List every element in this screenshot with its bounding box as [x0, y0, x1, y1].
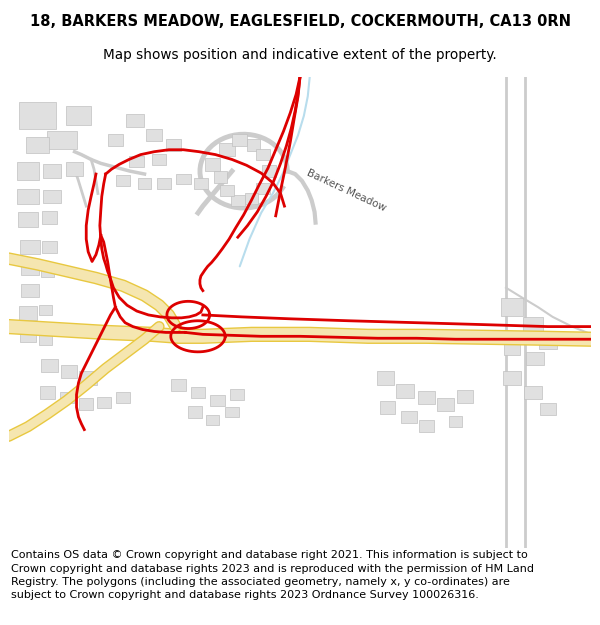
- Bar: [247, 139, 260, 151]
- Text: Contains OS data © Crown copyright and database right 2021. This information is : Contains OS data © Crown copyright and d…: [11, 551, 534, 600]
- Bar: [206, 414, 220, 425]
- Bar: [130, 156, 144, 167]
- Bar: [524, 386, 542, 399]
- Bar: [539, 336, 557, 349]
- Bar: [152, 154, 166, 165]
- Bar: [176, 174, 191, 184]
- Bar: [523, 317, 543, 332]
- Bar: [437, 398, 454, 411]
- Bar: [214, 171, 227, 182]
- Bar: [21, 262, 38, 274]
- Bar: [419, 420, 434, 431]
- Bar: [20, 240, 40, 254]
- Bar: [126, 114, 143, 128]
- Bar: [377, 371, 394, 385]
- Bar: [220, 143, 235, 156]
- Bar: [171, 379, 187, 391]
- Bar: [17, 189, 38, 204]
- Bar: [501, 298, 523, 316]
- Bar: [457, 390, 473, 403]
- Bar: [41, 266, 54, 276]
- Bar: [396, 384, 413, 398]
- Bar: [79, 371, 97, 385]
- Bar: [17, 162, 38, 180]
- Bar: [157, 178, 171, 189]
- Bar: [526, 352, 544, 366]
- Bar: [43, 164, 61, 178]
- Bar: [401, 411, 416, 422]
- Text: 18, BARKERS MEADOW, EAGLESFIELD, COCKERMOUTH, CA13 0RN: 18, BARKERS MEADOW, EAGLESFIELD, COCKERM…: [29, 14, 571, 29]
- Bar: [225, 407, 239, 418]
- Bar: [40, 386, 55, 399]
- Bar: [116, 392, 130, 403]
- Bar: [61, 365, 77, 378]
- Bar: [21, 284, 38, 297]
- Bar: [60, 392, 74, 403]
- Bar: [245, 193, 258, 204]
- Bar: [166, 139, 181, 151]
- Bar: [26, 137, 49, 152]
- Bar: [18, 213, 38, 227]
- Bar: [41, 211, 57, 224]
- Bar: [210, 394, 224, 406]
- Bar: [97, 396, 110, 408]
- Bar: [194, 178, 208, 189]
- Bar: [19, 102, 56, 129]
- Bar: [503, 371, 521, 385]
- Bar: [380, 401, 395, 414]
- Bar: [205, 158, 220, 171]
- Bar: [116, 176, 130, 186]
- Bar: [418, 391, 435, 404]
- Bar: [43, 189, 61, 203]
- Bar: [262, 165, 276, 177]
- Bar: [256, 182, 270, 194]
- Bar: [79, 399, 93, 410]
- Bar: [47, 131, 77, 149]
- Bar: [231, 195, 245, 206]
- Bar: [38, 305, 52, 316]
- Text: Map shows position and indicative extent of the property.: Map shows position and indicative extent…: [103, 48, 497, 62]
- Bar: [256, 149, 270, 161]
- Bar: [66, 162, 83, 176]
- Bar: [38, 334, 52, 344]
- Text: Barkers Meadow: Barkers Meadow: [305, 168, 387, 213]
- Bar: [41, 359, 58, 372]
- Bar: [19, 306, 37, 320]
- Bar: [146, 129, 162, 141]
- Bar: [504, 342, 520, 355]
- Bar: [107, 134, 123, 146]
- Bar: [138, 178, 151, 189]
- Bar: [188, 406, 202, 418]
- Bar: [42, 241, 56, 252]
- Bar: [232, 134, 247, 146]
- Bar: [230, 389, 244, 400]
- Bar: [191, 387, 205, 399]
- Bar: [66, 106, 91, 126]
- Bar: [540, 403, 556, 415]
- Bar: [220, 185, 234, 196]
- Bar: [20, 331, 36, 342]
- Bar: [449, 416, 462, 427]
